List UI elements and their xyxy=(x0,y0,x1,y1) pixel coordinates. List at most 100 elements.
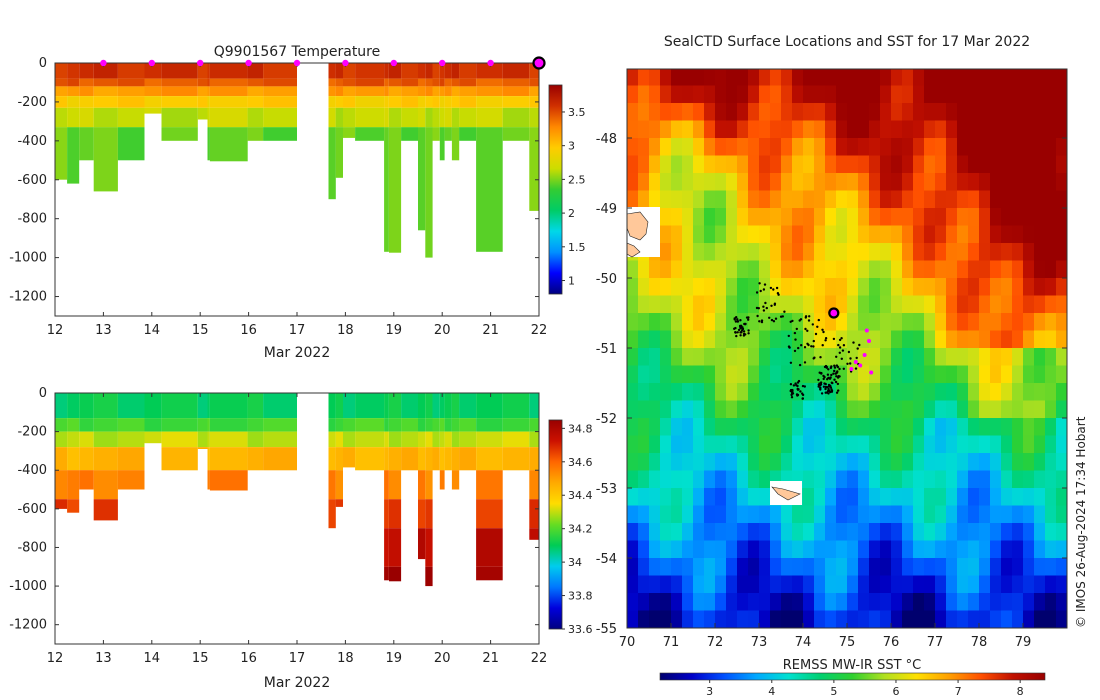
section-cell xyxy=(328,96,336,108)
sst-cell xyxy=(814,208,826,227)
track-point xyxy=(768,316,771,319)
section-cell xyxy=(144,418,162,432)
sst-cell xyxy=(649,85,661,104)
sst-cell xyxy=(737,260,749,279)
sst-cell xyxy=(638,610,650,628)
sst-cell xyxy=(957,173,969,192)
track-point xyxy=(835,355,838,358)
sst-cell xyxy=(891,348,903,367)
sst-cell xyxy=(715,558,727,577)
sst-cell xyxy=(1045,400,1057,419)
sst-cell xyxy=(869,575,881,594)
track-point xyxy=(772,320,776,323)
sst-cell xyxy=(968,173,980,192)
sst-cell xyxy=(803,610,815,628)
sst-cell xyxy=(660,120,672,139)
sst-cell xyxy=(649,628,661,646)
track-point xyxy=(762,288,766,291)
sst-cell xyxy=(825,155,837,174)
sst-cell xyxy=(792,593,804,612)
sst-cell xyxy=(770,575,782,594)
sst-cell xyxy=(1056,400,1067,419)
section-cell xyxy=(355,63,385,79)
sst-cell xyxy=(957,558,969,577)
track-point xyxy=(827,387,830,391)
section-cell xyxy=(93,78,118,87)
sst-cell xyxy=(1023,225,1035,244)
sst-cell xyxy=(990,383,1002,402)
track-point xyxy=(733,327,736,330)
sst-cell xyxy=(737,593,749,612)
section-cell xyxy=(343,418,356,432)
sst-cell xyxy=(682,260,694,279)
sst-cell xyxy=(869,69,881,87)
track-point xyxy=(823,365,827,369)
section-cell xyxy=(117,107,145,128)
section-cell xyxy=(247,107,264,128)
track-point xyxy=(816,325,819,328)
section-cell xyxy=(263,447,297,471)
section-cell xyxy=(117,86,145,97)
sst-cell xyxy=(869,260,881,279)
sst-cell xyxy=(913,418,925,437)
sst-cell xyxy=(748,85,760,104)
sst-cell xyxy=(748,435,760,454)
sst-cell xyxy=(825,208,837,227)
sst-cell xyxy=(671,540,683,559)
sst-cell xyxy=(924,225,936,244)
section-cell xyxy=(355,78,385,87)
sst-cell xyxy=(1012,610,1024,628)
sst-cell xyxy=(704,69,716,87)
sst-cell xyxy=(638,85,650,104)
section-cell xyxy=(67,63,80,79)
sst-cell xyxy=(649,330,661,349)
sst-cell xyxy=(836,488,848,507)
sst-cell xyxy=(737,85,749,104)
track-point xyxy=(736,318,739,321)
sst-cell xyxy=(946,523,958,542)
track-point xyxy=(789,388,793,392)
sst-cell xyxy=(924,138,936,157)
section-cell xyxy=(389,127,402,253)
sst-cell xyxy=(968,103,980,122)
sst-cell xyxy=(1023,295,1035,314)
temperature-section-cells xyxy=(55,63,539,258)
sst-cell xyxy=(891,470,903,489)
track-point xyxy=(822,377,825,381)
sst-cell xyxy=(946,453,958,472)
y-tick-label: -1000 xyxy=(9,251,47,266)
sst-cell xyxy=(671,488,683,507)
sst-cell xyxy=(1045,190,1057,209)
sst-cell xyxy=(1023,435,1035,454)
sst-cell xyxy=(1056,313,1067,332)
sst-cell xyxy=(814,295,826,314)
sst-cell xyxy=(781,383,793,402)
sst-cell xyxy=(825,173,837,192)
sst-cell xyxy=(1056,330,1067,349)
section-cell xyxy=(328,499,336,529)
x-tick-label: 20 xyxy=(434,651,451,666)
section-cell xyxy=(207,431,210,447)
sst-cell xyxy=(847,208,859,227)
sst-cell xyxy=(946,470,958,489)
track-point xyxy=(822,330,825,334)
sst-cell xyxy=(737,470,749,489)
sst-cell xyxy=(913,435,925,454)
sst-cell xyxy=(704,523,716,542)
track-point xyxy=(829,366,833,370)
section-cell xyxy=(93,393,118,419)
sst-cell xyxy=(979,365,991,384)
sst-cell xyxy=(869,400,881,419)
track-point xyxy=(801,384,805,388)
section-cell xyxy=(444,393,452,419)
sst-cell xyxy=(990,558,1002,577)
sst-cell xyxy=(957,400,969,419)
track-point xyxy=(796,387,799,391)
sst-cell xyxy=(627,295,639,314)
track-point xyxy=(821,344,824,347)
sst-cell xyxy=(913,225,925,244)
sst-cell xyxy=(847,260,859,279)
section-cell xyxy=(207,63,210,79)
sst-cell xyxy=(627,523,639,542)
section-cell xyxy=(67,418,80,432)
